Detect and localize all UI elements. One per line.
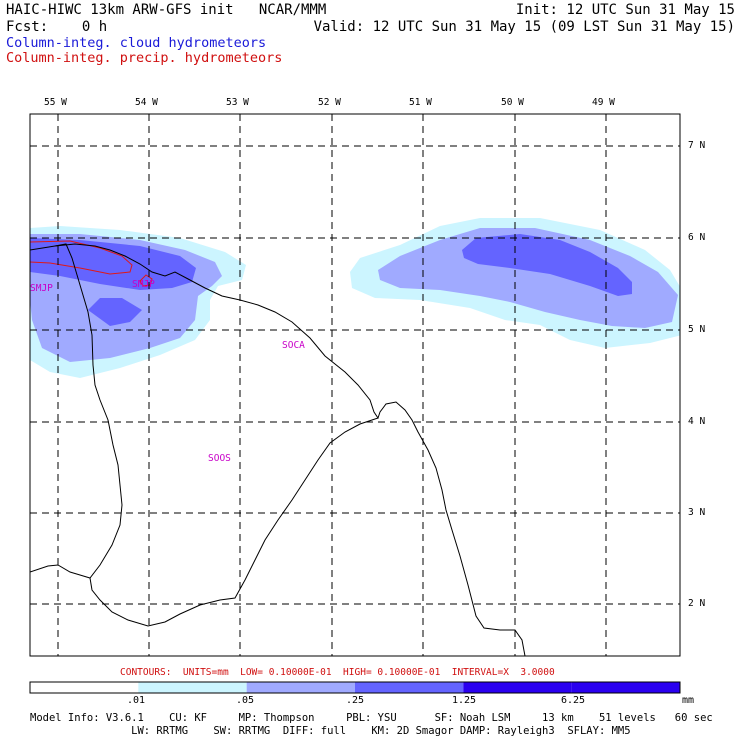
lat-label: 6 N: [688, 232, 706, 243]
lon-label: 50 W: [501, 97, 524, 108]
cloud-legend: Column-integ. cloud hydrometeors: [6, 35, 267, 51]
colorbar-label: .01: [127, 695, 146, 706]
station-label: SMJP: [30, 283, 53, 294]
precip-contour: [139, 274, 153, 287]
colorbar-label: .05: [236, 695, 255, 706]
colorbar-label: 1.25: [452, 695, 477, 706]
lat-label: 2 N: [688, 598, 706, 609]
station-label: SOCA: [282, 340, 305, 351]
forecast-hour: Fcst: 0 h: [6, 19, 108, 35]
run-title: HAIC-HIWC 13km ARW-GFS init NCAR/MMM: [6, 2, 327, 18]
model-info-line1: Model Info: V3.6.1 CU: KF MP: Thompson P…: [30, 712, 713, 724]
colorbar-segment: [463, 682, 572, 693]
lat-label: 7 N: [688, 140, 706, 151]
colorbar-segment: [571, 682, 680, 693]
map-frame: [29, 113, 681, 657]
colorbar-segment: [138, 682, 247, 693]
lat-label: 4 N: [688, 416, 706, 427]
valid-time: Valid: 12 UTC Sun 31 May 15 (09 LST Sun …: [313, 19, 735, 35]
lon-label: 55 W: [44, 97, 67, 108]
lon-label: 54 W: [135, 97, 158, 108]
precip-legend: Column-integ. precip. hydrometeors: [6, 50, 283, 66]
contour-info: CONTOURS: UNITS=mm LOW= 0.10000E-01 HIGH…: [120, 667, 555, 678]
lon-label: 49 W: [592, 97, 615, 108]
colorbar-segment: [246, 682, 355, 693]
cloud-shade-medium: [378, 228, 678, 328]
station-label: SOOS: [208, 453, 231, 464]
station-label: SMJP: [132, 279, 155, 290]
lon-label: 53 W: [226, 97, 249, 108]
lat-lon-grid: [30, 114, 680, 656]
cloud-shade-dark: [88, 298, 142, 326]
coastline: [30, 243, 526, 656]
lon-label: 52 W: [318, 97, 341, 108]
colorbar-segment: [355, 682, 464, 693]
lat-label: 5 N: [688, 324, 706, 335]
init-time: Init: 12 UTC Sun 31 May 15: [515, 2, 735, 18]
colorbar-units: mm: [682, 695, 695, 706]
colorbar-segment: [30, 682, 139, 693]
colorbar-label: 6.25: [561, 695, 586, 706]
cloud-shade-dark: [462, 234, 632, 296]
lat-label: 3 N: [688, 507, 706, 518]
cloud-shade-dark: [30, 238, 196, 290]
model-info-line2: LW: RRTMG SW: RRTMG DIFF: full KM: 2D Sm…: [30, 725, 631, 737]
lon-label: 51 W: [409, 97, 432, 108]
colorbar-label: .25: [346, 695, 365, 706]
